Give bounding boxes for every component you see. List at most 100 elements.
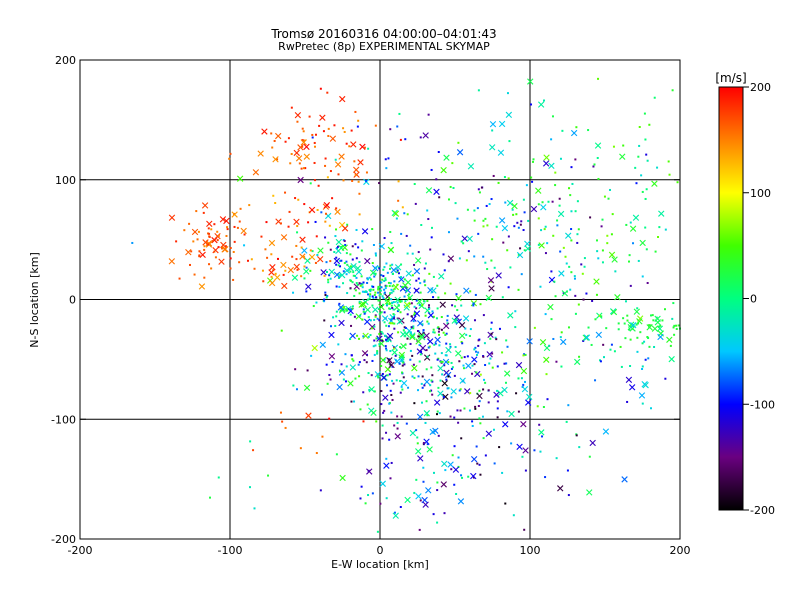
- data-point: [636, 307, 639, 310]
- data-point: [324, 164, 327, 167]
- data-point: [635, 323, 638, 326]
- data-point: [603, 356, 606, 359]
- data-point: [638, 144, 641, 147]
- data-point: [555, 360, 558, 363]
- data-point: [560, 365, 563, 368]
- data-point: [396, 310, 399, 313]
- data-point: [673, 324, 676, 327]
- data-point: [335, 310, 338, 313]
- data-point: [559, 157, 562, 160]
- data-point: [352, 359, 355, 362]
- data-point: [606, 242, 609, 245]
- data-point: [267, 474, 270, 477]
- data-point: [573, 277, 576, 280]
- data-point: [465, 333, 468, 336]
- data-point: [507, 286, 510, 289]
- data-point: [381, 372, 384, 375]
- data-point-cross: [299, 236, 306, 243]
- data-point: [427, 113, 430, 116]
- data-point-cross: [404, 496, 411, 504]
- data-point-cross: [602, 428, 610, 435]
- data-point: [652, 319, 655, 322]
- data-point: [317, 184, 320, 187]
- data-point: [558, 197, 561, 200]
- data-point: [479, 373, 482, 376]
- data-point: [373, 325, 376, 328]
- data-point-cross: [451, 317, 458, 324]
- data-point: [472, 302, 475, 305]
- data-point: [360, 282, 363, 285]
- data-point-cross: [336, 383, 343, 391]
- data-point: [374, 272, 377, 275]
- data-point: [441, 373, 444, 376]
- data-point-cross: [515, 361, 523, 369]
- data-point: [388, 322, 391, 325]
- data-point: [520, 220, 523, 223]
- data-point: [673, 333, 676, 336]
- data-point: [281, 420, 284, 423]
- data-point-cross: [437, 390, 444, 397]
- data-point: [522, 198, 525, 201]
- data-point: [599, 360, 602, 363]
- data-point: [425, 400, 428, 403]
- data-point-cross: [261, 128, 268, 135]
- data-point-cross: [269, 264, 276, 271]
- data-point: [452, 186, 455, 189]
- data-point: [389, 307, 392, 310]
- data-point: [451, 366, 454, 369]
- data-point: [387, 281, 390, 284]
- data-point: [482, 388, 485, 391]
- data-point-cross: [304, 257, 311, 264]
- data-point: [348, 145, 351, 148]
- data-point-cross: [422, 132, 429, 139]
- data-point: [606, 234, 609, 237]
- data-point: [494, 336, 497, 339]
- data-point: [344, 243, 347, 246]
- data-point-cross: [415, 493, 422, 500]
- data-point: [398, 362, 401, 365]
- data-point: [324, 291, 327, 294]
- data-point: [428, 390, 431, 393]
- data-point: [384, 158, 387, 161]
- data-point: [605, 327, 608, 330]
- data-point: [432, 331, 435, 334]
- data-point: [354, 174, 357, 177]
- data-point: [588, 455, 591, 458]
- data-point: [375, 296, 378, 299]
- data-point: [488, 362, 491, 365]
- data-point-cross: [467, 163, 475, 170]
- data-point: [487, 401, 490, 404]
- data-point-cross: [301, 247, 308, 254]
- data-point: [345, 260, 348, 263]
- data-point: [415, 299, 418, 302]
- data-point: [208, 496, 211, 499]
- data-point: [573, 275, 576, 278]
- data-point: [375, 420, 378, 423]
- data-point: [229, 257, 232, 260]
- data-point-cross: [444, 371, 452, 379]
- data-point: [326, 382, 329, 385]
- data-point: [587, 129, 590, 132]
- data-point: [487, 389, 490, 392]
- data-point: [382, 411, 385, 414]
- data-point-cross: [402, 282, 409, 289]
- data-point: [390, 242, 393, 245]
- data-point: [423, 384, 426, 387]
- data-point: [476, 353, 479, 356]
- data-point: [380, 330, 383, 333]
- data-point-cross: [586, 489, 593, 496]
- data-point: [419, 353, 422, 356]
- data-point-cross: [392, 512, 399, 519]
- colorbar-tick-label: 100: [750, 187, 771, 200]
- data-point-cross: [488, 285, 495, 292]
- data-point-cross: [363, 318, 371, 325]
- data-point: [489, 337, 492, 340]
- data-point: [334, 324, 337, 327]
- data-point: [438, 344, 441, 347]
- data-point: [415, 307, 418, 310]
- data-point: [515, 213, 518, 216]
- data-point: [385, 285, 388, 288]
- data-point: [329, 277, 332, 280]
- data-point-cross: [201, 202, 209, 209]
- data-point: [426, 414, 429, 417]
